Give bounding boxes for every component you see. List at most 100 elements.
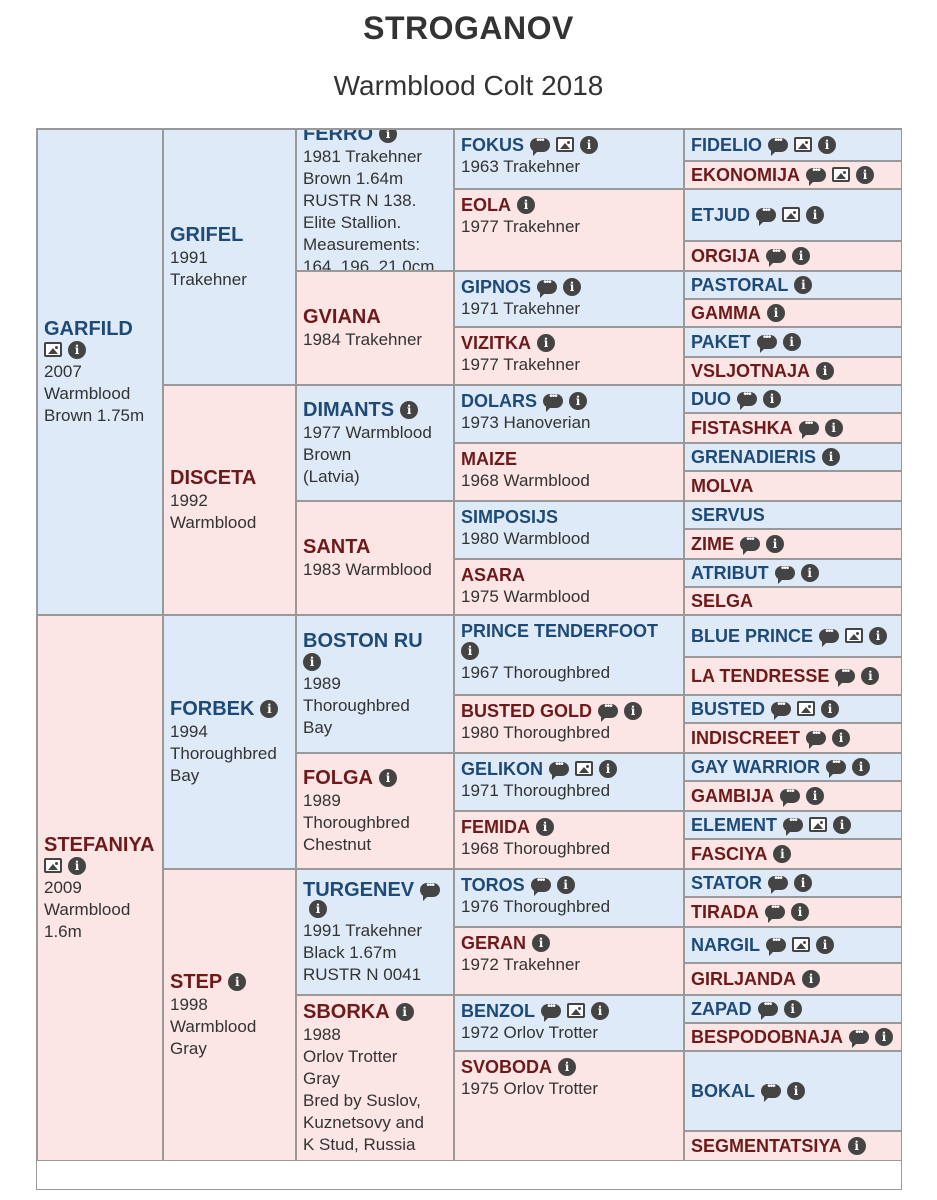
comment-icon[interactable] [774, 563, 795, 584]
info-icon[interactable]: i [802, 969, 821, 988]
comment-icon[interactable] [806, 165, 827, 186]
info-icon[interactable]: i [517, 195, 536, 214]
horse-name[interactable]: FERRO [303, 129, 373, 145]
horse-name[interactable]: GIRLJANDA [691, 969, 797, 989]
horse-name[interactable]: PAKET [691, 332, 751, 352]
horse-name[interactable]: PRINCE TENDERFOOT [461, 621, 659, 641]
comment-icon[interactable] [766, 246, 787, 267]
info-icon[interactable]: i [532, 933, 551, 952]
horse-name[interactable]: EKONOMIJA [691, 165, 801, 185]
horse-cell-gen1[interactable]: STEFANIYA i 2009 Warmblood 1.6m [37, 615, 163, 1161]
horse-name[interactable]: GAY WARRIOR [691, 757, 821, 777]
photo-icon[interactable] [556, 137, 574, 153]
horse-name[interactable]: MAIZE [461, 449, 517, 469]
horse-cell-gen5[interactable]: LA TENDRESSE i [684, 657, 902, 695]
horse-cell-gen4[interactable]: SVOBODA i 1975 Orlov Trotter [454, 1051, 684, 1161]
comment-icon[interactable] [766, 935, 786, 956]
horse-name[interactable]: INDISCREET [691, 728, 801, 748]
info-icon[interactable]: i [569, 391, 587, 410]
info-icon[interactable]: i [767, 303, 785, 322]
comment-icon[interactable] [740, 534, 760, 555]
horse-cell-gen2[interactable]: STEP i 1998 Warmblood Gray [163, 869, 296, 1161]
horse-cell-gen5[interactable]: ORGIJA i [684, 241, 902, 271]
horse-cell-gen4[interactable]: DOLARS i 1973 Hanoverian [454, 385, 684, 443]
horse-cell-gen2[interactable]: GRIFEL 1991 Trakehner [163, 129, 296, 385]
photo-icon[interactable] [809, 817, 828, 833]
horse-cell-gen4[interactable]: MAIZE 1968 Warmblood [454, 443, 684, 501]
comment-icon[interactable] [737, 389, 757, 410]
info-icon[interactable]: i [861, 666, 880, 685]
horse-name[interactable]: GIPNOS [461, 277, 532, 297]
info-icon[interactable]: i [792, 246, 811, 265]
comment-icon[interactable] [549, 759, 570, 780]
horse-cell-gen2[interactable]: DISCETA 1992 Warmblood [163, 385, 296, 615]
photo-icon[interactable] [44, 858, 62, 874]
info-icon[interactable]: i [816, 935, 834, 954]
info-icon[interactable]: i [556, 875, 575, 894]
horse-name[interactable]: TOROS [461, 875, 525, 895]
comment-icon[interactable] [761, 1081, 781, 1102]
horse-name[interactable]: SANTA [303, 536, 371, 558]
horse-cell-gen5[interactable]: GAMBIJA i [684, 781, 902, 811]
comment-icon[interactable] [783, 815, 804, 836]
photo-icon[interactable] [832, 167, 851, 183]
horse-name[interactable]: STATOR [691, 873, 762, 893]
comment-icon[interactable] [543, 391, 563, 412]
horse-name[interactable]: GAMBIJA [691, 786, 775, 806]
info-icon[interactable]: i [833, 815, 852, 834]
horse-name[interactable]: ELEMENT [691, 815, 778, 835]
horse-cell-gen5[interactable]: GRENADIERIS i [684, 443, 902, 471]
info-icon[interactable]: i [806, 786, 825, 805]
horse-name[interactable]: BOSTON RU [303, 629, 423, 652]
horse-cell-gen3[interactable]: FOLGA i 1989 Thoroughbred Chestnut [296, 753, 454, 869]
horse-name[interactable]: ASARA [461, 565, 526, 585]
horse-cell-gen5[interactable]: ATRIBUT i [684, 559, 902, 587]
photo-icon[interactable] [575, 761, 594, 777]
horse-name[interactable]: STEFANIYA [44, 833, 155, 856]
horse-name[interactable]: DUO [691, 389, 731, 409]
photo-icon[interactable] [794, 137, 812, 153]
horse-name[interactable]: TIRADA [691, 902, 759, 922]
horse-cell-gen5[interactable]: EKONOMIJA i [684, 161, 902, 189]
info-icon[interactable]: i [379, 768, 397, 787]
info-icon[interactable]: i [766, 534, 784, 553]
horse-name[interactable]: FISTASHKA [691, 418, 793, 438]
comment-icon[interactable] [765, 902, 785, 923]
info-icon[interactable]: i [773, 844, 792, 863]
comment-icon[interactable] [826, 757, 847, 778]
comment-icon[interactable] [420, 880, 441, 901]
horse-name[interactable]: NARGIL [691, 935, 760, 955]
info-icon[interactable]: i [624, 701, 643, 720]
info-icon[interactable]: i [806, 205, 825, 224]
horse-name[interactable]: BUSTED GOLD [461, 701, 593, 721]
horse-name[interactable]: SERVUS [691, 505, 765, 525]
comment-icon[interactable] [819, 626, 840, 647]
info-icon[interactable]: i [400, 400, 419, 419]
horse-cell-gen5[interactable]: ZAPAD i [684, 995, 902, 1023]
horse-cell-gen5[interactable]: BOKAL i [684, 1051, 902, 1131]
horse-cell-gen5[interactable]: FASCIYA i [684, 839, 902, 869]
horse-name[interactable]: DIMANTS [303, 399, 395, 421]
horse-cell-gen5[interactable]: FISTASHKA i [684, 413, 902, 443]
comment-icon[interactable] [756, 332, 777, 353]
info-icon[interactable]: i [787, 1081, 805, 1100]
horse-cell-gen5[interactable]: GIRLJANDA i [684, 963, 902, 995]
horse-cell-gen5[interactable]: PAKET i [684, 327, 902, 357]
photo-icon[interactable] [797, 701, 816, 717]
horse-cell-gen1[interactable]: GARFILD i 2007 Warmblood Brown 1.75m [37, 129, 163, 615]
horse-name[interactable]: EOLA [461, 195, 512, 215]
horse-cell-gen4[interactable]: GIPNOS i 1971 Trakehner [454, 271, 684, 327]
info-icon[interactable]: i [763, 389, 781, 408]
info-icon[interactable]: i [818, 135, 836, 154]
comment-icon[interactable] [849, 1027, 870, 1048]
horse-name[interactable]: SEGMENTATSIYA [691, 1136, 842, 1156]
horse-cell-gen3[interactable]: SANTA 1983 Warmblood [296, 501, 454, 615]
info-icon[interactable]: i [822, 447, 841, 466]
info-icon[interactable]: i [303, 652, 321, 671]
horse-cell-gen4[interactable]: VIZITKA i 1977 Trakehner [454, 327, 684, 385]
horse-cell-gen5[interactable]: STATOR i [684, 869, 902, 897]
horse-cell-gen3[interactable]: SBORKA i 1988 Orlov Trotter Gray Bred by Susl… [296, 995, 454, 1161]
horse-cell-gen5[interactable]: SERVUS [684, 501, 902, 529]
horse-name[interactable]: LA TENDRESSE [691, 666, 830, 686]
